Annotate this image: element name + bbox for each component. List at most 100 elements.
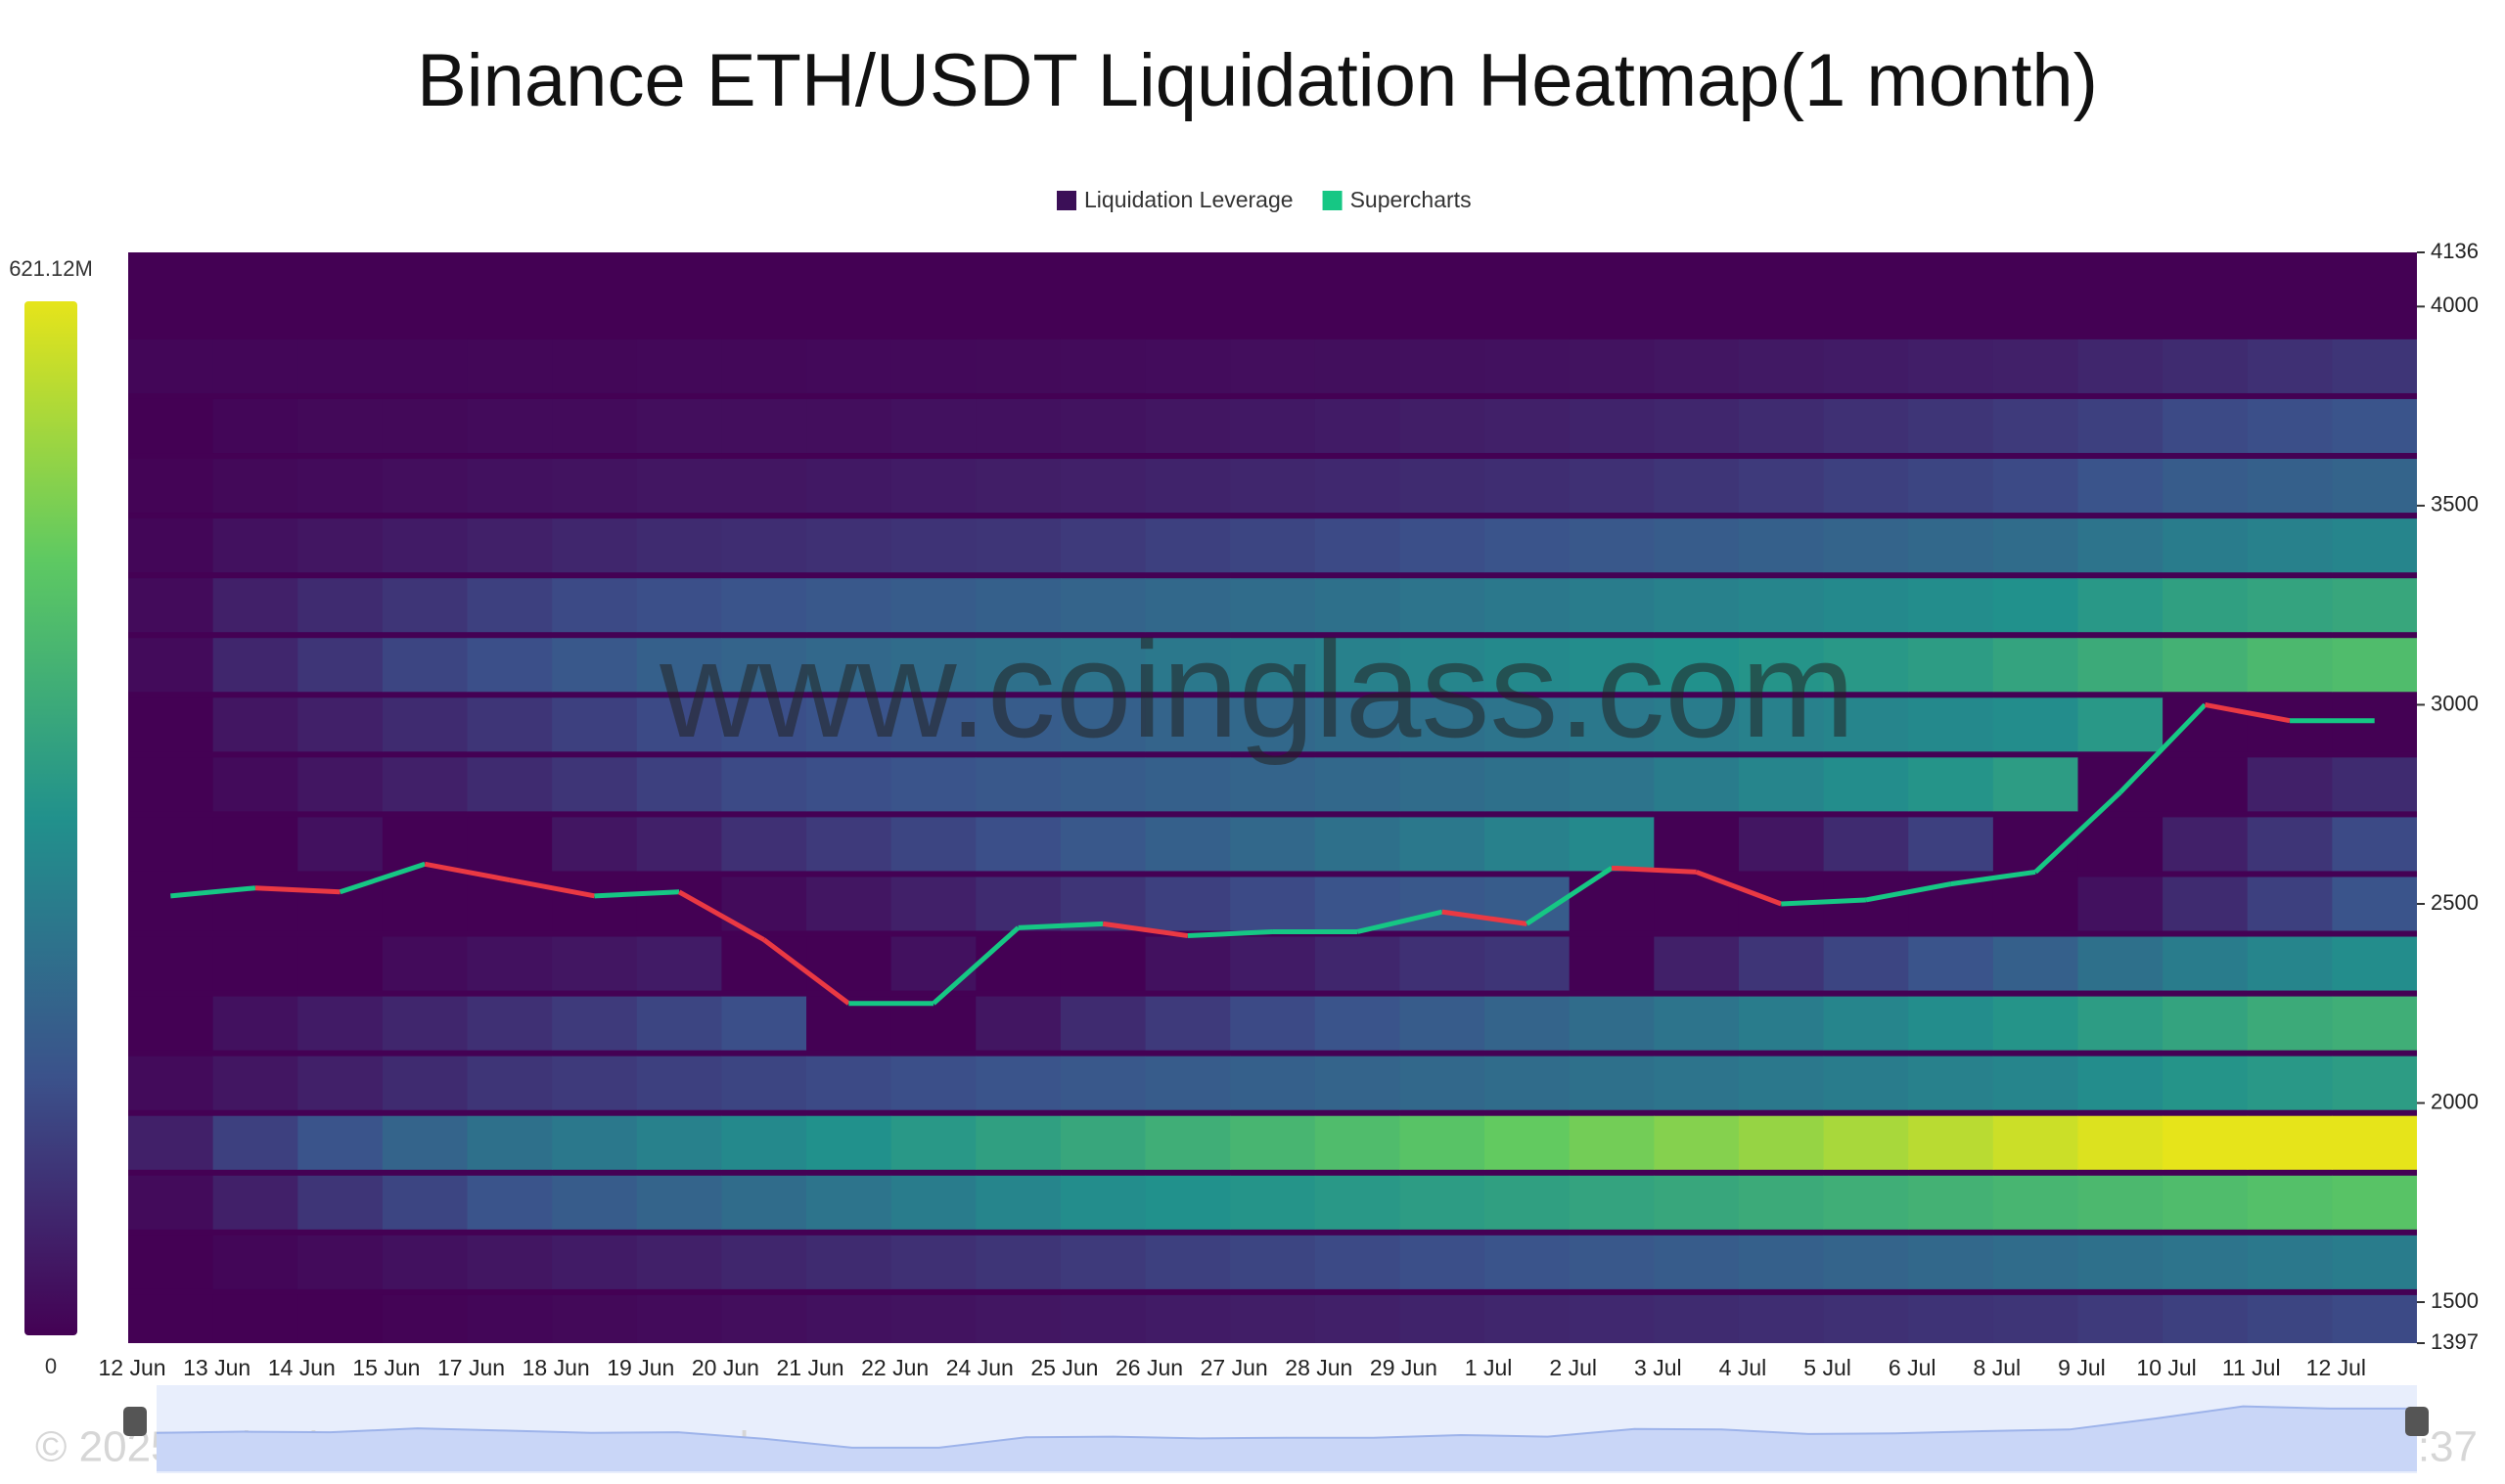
price-segment xyxy=(254,885,341,895)
heatmap-cell xyxy=(1823,757,1909,812)
heatmap-cell xyxy=(382,1175,469,1230)
heatmap-cell xyxy=(721,1175,807,1230)
heatmap-cell xyxy=(1484,936,1571,991)
heatmap-cell xyxy=(1569,578,1655,633)
heatmap-cell xyxy=(976,996,1062,1051)
heatmap-cell xyxy=(1145,459,1231,514)
price-segment xyxy=(339,861,426,895)
heatmap-cell xyxy=(212,578,298,633)
heatmap-cell xyxy=(721,1235,807,1289)
heatmap-cell xyxy=(2077,1294,2163,1343)
heatmap-cell xyxy=(297,877,384,931)
heatmap-cell xyxy=(1823,338,1909,393)
navigator-handle[interactable] xyxy=(2405,1407,2429,1436)
heatmap-cell xyxy=(382,1115,469,1170)
heatmap-cell xyxy=(297,1235,384,1289)
heatmap-cell xyxy=(806,1056,892,1110)
x-tick-label: 25 Jun xyxy=(1030,1355,1098,1380)
heatmap-cell xyxy=(467,459,553,514)
heatmap-cell xyxy=(552,1115,638,1170)
heatmap-cell xyxy=(1908,1235,1994,1289)
heatmap-cell xyxy=(890,817,977,872)
heatmap-cell xyxy=(467,1294,553,1343)
heatmap-cell xyxy=(636,1294,722,1343)
heatmap-cell xyxy=(806,877,892,931)
heatmap-cell xyxy=(382,757,469,812)
heatmap-cell xyxy=(1908,459,1994,514)
heatmap-cell xyxy=(1399,697,1485,752)
heatmap-cell xyxy=(2077,996,2163,1051)
heatmap-cell xyxy=(1992,697,2078,752)
heatmap-cell xyxy=(1992,1294,2078,1343)
heatmap-cell xyxy=(890,1115,977,1170)
heatmap-cell xyxy=(1145,1294,1231,1343)
heatmap-cell xyxy=(1569,757,1655,812)
heatmap-cell xyxy=(467,638,553,693)
heatmap-cell xyxy=(976,338,1062,393)
heatmap-cell xyxy=(890,398,977,454)
heatmap-cell xyxy=(128,1175,214,1230)
x-tick-label: 18 Jun xyxy=(523,1355,590,1380)
heatmap-cell xyxy=(128,398,214,454)
price-segment xyxy=(2118,702,2208,794)
heatmap-cell xyxy=(976,518,1062,573)
x-tick-label: 22 Jun xyxy=(861,1355,929,1380)
heatmap-cell xyxy=(1230,697,1316,752)
heatmap-cell xyxy=(2163,1175,2249,1230)
heatmap-cell xyxy=(976,459,1062,514)
heatmap-cell xyxy=(636,996,722,1051)
heatmap-cell xyxy=(1399,638,1485,693)
heatmap-cell xyxy=(721,398,807,454)
heatmap-cell xyxy=(1484,1056,1571,1110)
navigator-handle[interactable] xyxy=(123,1407,147,1436)
heatmap-cell xyxy=(890,936,977,991)
price-segment xyxy=(1611,865,1697,875)
heatmap-cell xyxy=(636,578,722,633)
heatmap-cell xyxy=(1823,578,1909,633)
heatmap-cell xyxy=(297,398,384,454)
heatmap-cell xyxy=(1314,996,1400,1051)
heatmap-cell xyxy=(2332,936,2417,991)
price-segment xyxy=(1865,881,1951,903)
x-tick-label: 5 Jul xyxy=(1803,1355,1851,1380)
heatmap-cell xyxy=(1145,1235,1231,1289)
heatmap-cell xyxy=(1399,757,1485,812)
heatmap-cell xyxy=(2077,459,2163,514)
heatmap-cell xyxy=(890,757,977,812)
heatmap-cell xyxy=(1569,518,1655,573)
heatmap-cell xyxy=(2077,638,2163,693)
heatmap-cell xyxy=(297,518,384,573)
x-tick-label: 3 Jul xyxy=(1634,1355,1682,1380)
heatmap-cell xyxy=(128,1294,214,1343)
heatmap-cell xyxy=(636,877,722,931)
heatmap-cell xyxy=(1314,697,1400,752)
colorbar-label: 621.12M xyxy=(9,256,93,281)
heatmap-cell xyxy=(2247,338,2333,393)
heatmap-cell xyxy=(2332,697,2417,752)
legend-label: Supercharts xyxy=(1350,187,1472,212)
heatmap-cell xyxy=(467,338,553,393)
heatmap-cell xyxy=(1569,1294,1655,1343)
heatmap-cell xyxy=(1569,1056,1655,1110)
heatmap-cell xyxy=(806,578,892,633)
heatmap-cell xyxy=(1314,1294,1400,1343)
heatmap-cell xyxy=(382,398,469,454)
heatmap-cell xyxy=(297,1294,384,1343)
heatmap-cell xyxy=(1823,518,1909,573)
heatmap-cell xyxy=(212,996,298,1051)
heatmap-cell xyxy=(297,459,384,514)
x-tick-label: 6 Jul xyxy=(1889,1355,1936,1380)
heatmap-cell xyxy=(1484,697,1571,752)
heatmap-cell xyxy=(552,1235,638,1289)
heatmap-cell xyxy=(806,1175,892,1230)
heatmap-cell xyxy=(2163,1235,2249,1289)
heatmap-cell xyxy=(890,697,977,752)
heatmap-cell xyxy=(1145,877,1231,931)
heatmap-cell xyxy=(2332,996,2417,1051)
x-tick-label: 8 Jul xyxy=(1974,1355,2022,1380)
heatmap-cell xyxy=(890,578,977,633)
heatmap-cell xyxy=(1654,697,1740,752)
heatmap-cell xyxy=(1992,398,2078,454)
heatmap-cell xyxy=(552,518,638,573)
heatmap-cell xyxy=(1060,578,1147,633)
